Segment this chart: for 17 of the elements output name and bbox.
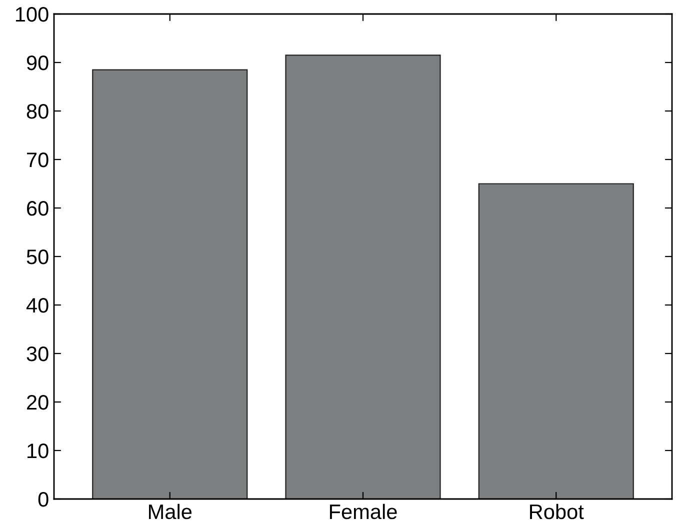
y-tick-label: 60	[27, 201, 48, 216]
x-tick-label: Male	[149, 504, 192, 520]
y-tick-label: 30	[26, 346, 48, 362]
y-tick-label: 70	[27, 152, 48, 168]
y-tick-label: 100	[16, 7, 48, 22]
bar	[478, 183, 634, 499]
x-tick-label: Robot	[530, 504, 584, 520]
bar	[285, 54, 441, 499]
x-tick-label: Female	[330, 504, 397, 520]
y-tick-label: 80	[26, 104, 48, 119]
y-tick-label: 10	[28, 444, 48, 458]
y-tick-label: 90	[26, 56, 48, 70]
y-tick-label: 40	[26, 298, 48, 313]
y-tick-label: 50	[26, 250, 48, 264]
y-tick-label: 0	[38, 492, 48, 507]
bar	[92, 69, 248, 499]
y-tick-label: 20	[27, 395, 48, 410]
